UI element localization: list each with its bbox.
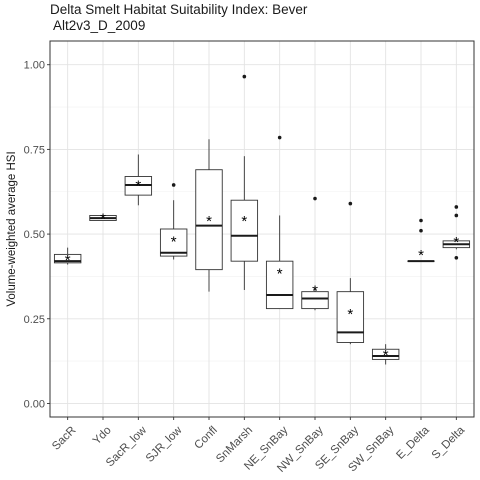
y-tick-label: 0.75 <box>24 144 45 156</box>
box-SnMarsh: * <box>230 74 259 290</box>
outlier-point <box>419 228 423 233</box>
outlier-point <box>454 255 459 260</box>
mean-marker: * <box>277 266 283 283</box>
y-axis: 0.00 0.25 0.50 0.75 1.00 <box>24 60 50 410</box>
box-iqr <box>371 348 400 360</box>
mean-marker: * <box>171 233 177 250</box>
x-tick-label: SacR <box>50 424 78 452</box>
box-iqr <box>301 291 329 310</box>
box-iqr <box>336 291 365 343</box>
box-NE_SnBay: * <box>265 135 294 310</box>
mean-marker: * <box>347 306 353 323</box>
box-SW_SnBay: * <box>371 344 400 365</box>
mean-marker: * <box>65 252 71 269</box>
y-axis-label: Volume-weighted average HSI <box>6 151 18 306</box>
chart-title-line-1: Delta Smelt Habitat Suitability Index: B… <box>50 2 308 17</box>
outlier-point <box>454 213 459 218</box>
plot-panel <box>50 41 474 417</box>
box-Ydo: * <box>89 210 117 227</box>
x-tick-label: Ydo <box>91 424 114 447</box>
box-iqr <box>53 253 82 264</box>
x-tick-label: SJR_low <box>144 424 185 465</box>
outlier-point <box>419 218 423 223</box>
box-iqr <box>265 260 294 310</box>
mean-marker: * <box>312 282 318 299</box>
plot-panel-border <box>49 40 475 418</box>
box-series: * * * * * * * * * * * * <box>53 74 471 365</box>
mean-marker: * <box>206 213 212 230</box>
mean-marker: * <box>135 177 141 194</box>
outlier-point <box>171 183 176 187</box>
box-SE_SnBay: * <box>336 201 365 345</box>
outlier-point <box>348 201 353 206</box>
box-S_Delta: * <box>442 205 471 260</box>
box-SacR_low: * <box>124 154 153 206</box>
x-tick-label: E_Delta <box>394 424 432 462</box>
y-tick-label: 0.50 <box>24 229 45 241</box>
box-E_Delta: * <box>407 218 435 264</box>
mean-marker: * <box>418 247 424 264</box>
mean-marker: * <box>241 213 247 230</box>
box-SJR_low: * <box>159 183 188 260</box>
box-iqr <box>230 199 259 262</box>
x-tick-label: Confl <box>192 424 219 451</box>
mean-marker: * <box>453 234 459 251</box>
box-iqr <box>195 169 223 271</box>
mean-marker: * <box>100 210 106 227</box>
x-tick-label: S_Delta <box>430 424 468 462</box>
mean-marker: * <box>383 347 389 364</box>
y-tick-label: 0.25 <box>24 314 45 326</box>
y-tick-label: 1.00 <box>24 60 45 72</box>
outlier-point <box>277 135 282 140</box>
outlier-point <box>313 196 317 201</box>
outlier-point <box>454 205 459 209</box>
box-iqr <box>159 228 188 257</box>
box-NW_SnBay: * <box>301 196 329 311</box>
box-SacR: * <box>53 247 82 269</box>
chart-title-line-2: Alt2v3_D_2009 <box>50 18 146 33</box>
y-tick-label: 0.00 <box>24 398 45 410</box>
outlier-point <box>242 74 247 79</box>
box-Confl: * <box>195 139 223 292</box>
